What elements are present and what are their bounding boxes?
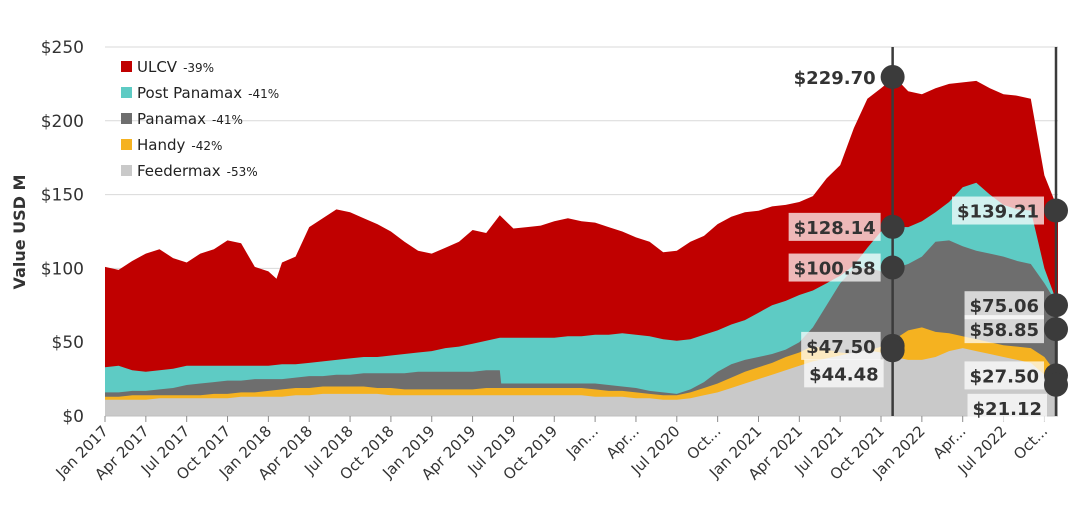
legend-swatch bbox=[121, 61, 132, 72]
value-markers: $229.70 $128.14 $100.58 $47.50 $44.48 $139.21… bbox=[788, 64, 1068, 422]
legend-swatch bbox=[121, 139, 132, 150]
legend-change: -41% bbox=[212, 113, 243, 127]
legend-change: -53% bbox=[227, 165, 258, 179]
value-callout-box bbox=[788, 253, 881, 282]
value-callout: $58.85 bbox=[964, 315, 1044, 344]
value-callout: $75.06 bbox=[964, 291, 1044, 320]
value-callout-box bbox=[964, 315, 1044, 344]
y-tick-label: $50 bbox=[52, 333, 84, 353]
value-callout: $128.14 bbox=[788, 212, 881, 241]
value-callout-label: $75.06 bbox=[970, 296, 1039, 317]
value-callout-label: $27.50 bbox=[970, 366, 1039, 387]
value-marker-dot bbox=[1044, 372, 1068, 397]
value-callout-box bbox=[788, 212, 881, 241]
value-callout-label: $100.58 bbox=[794, 259, 876, 280]
value-callout-label: $44.48 bbox=[809, 364, 878, 385]
legend-swatch bbox=[121, 113, 132, 124]
value-callout-box bbox=[801, 331, 881, 360]
legend-change: -39% bbox=[183, 61, 214, 75]
legend-change: -41% bbox=[248, 87, 279, 101]
legend-swatch bbox=[121, 87, 132, 98]
y-tick-label: $0 bbox=[62, 407, 84, 427]
value-callout: $100.58 bbox=[788, 253, 881, 282]
legend-label: ULCV bbox=[137, 58, 178, 76]
value-callout-label: $229.70 bbox=[794, 68, 876, 89]
legend: ULCV -39% Post Panamax -41% Panamax -41% Handy… bbox=[121, 58, 279, 180]
y-tick-label: $200 bbox=[41, 112, 84, 132]
legend-swatch bbox=[121, 165, 132, 176]
value-marker-dot bbox=[1044, 317, 1068, 342]
x-tick-label: Jan... bbox=[562, 422, 602, 462]
legend-label: Feedermax bbox=[137, 162, 221, 180]
value-callout: $229.70 bbox=[794, 68, 876, 89]
value-callout: $21.12 bbox=[967, 393, 1047, 422]
legend-label: Post Panamax bbox=[137, 84, 242, 102]
y-tick-label: $100 bbox=[41, 259, 84, 279]
value-callout: $47.50 bbox=[801, 331, 881, 360]
value-marker-dot bbox=[1044, 198, 1068, 223]
value-callout-box bbox=[964, 291, 1044, 320]
value-callout-box bbox=[804, 359, 884, 388]
value-callout-box bbox=[952, 196, 1044, 225]
y-tick-label: $250 bbox=[41, 38, 84, 58]
value-callout-label: $139.21 bbox=[957, 202, 1039, 223]
value-callout-label: $21.12 bbox=[973, 399, 1042, 420]
y-axis-title: Value USD M bbox=[10, 175, 29, 290]
value-callout-box bbox=[967, 393, 1047, 422]
value-marker-dot bbox=[880, 214, 905, 239]
value-callout-label: $58.85 bbox=[970, 320, 1039, 341]
value-marker-dot bbox=[880, 64, 905, 89]
value-callout-label: $128.14 bbox=[794, 218, 876, 239]
value-callout-box bbox=[964, 361, 1044, 390]
value-marker-dot bbox=[1044, 293, 1068, 318]
legend-label: Handy bbox=[137, 136, 185, 154]
y-tick-label: $150 bbox=[41, 186, 84, 206]
x-tick-label: Oct... bbox=[1010, 422, 1051, 463]
legend-label: Panamax bbox=[137, 110, 206, 128]
series-areas bbox=[105, 77, 1058, 416]
value-marker-dot bbox=[880, 338, 905, 363]
legend-change: -42% bbox=[191, 139, 222, 153]
value-callout: $27.50 bbox=[964, 361, 1044, 390]
value-callout: $44.48 bbox=[804, 359, 884, 388]
value-callout-label: $47.50 bbox=[806, 337, 875, 358]
value-callout: $139.21 bbox=[952, 196, 1044, 225]
value-marker-dot bbox=[880, 255, 905, 280]
